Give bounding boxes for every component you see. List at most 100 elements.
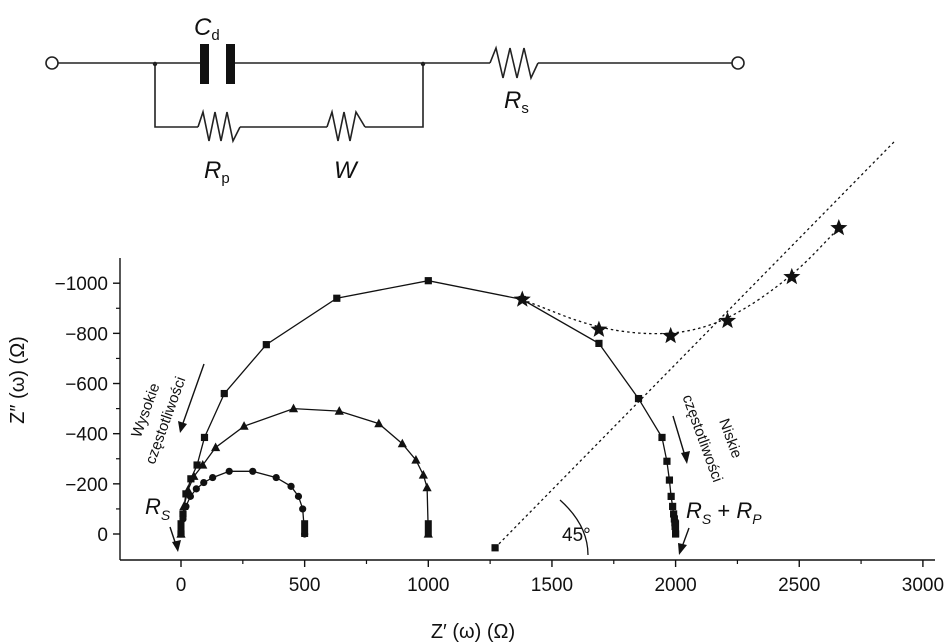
star-marker <box>513 290 531 307</box>
warburg-element <box>326 108 366 142</box>
circle-marker <box>299 505 307 513</box>
x-tick-label: 1000 <box>407 575 449 596</box>
series-line <box>180 407 429 535</box>
triangle-marker <box>334 406 344 415</box>
square-marker <box>193 461 201 469</box>
square-marker <box>424 277 432 285</box>
square-marker <box>658 433 666 442</box>
rs-rp-annotation: RS + RP <box>678 498 762 555</box>
rs-rp-annotation-label: RS + RP <box>686 498 762 527</box>
capacitor-plate-left <box>200 44 209 84</box>
y-tick-label: 0 <box>97 525 108 546</box>
rs-annotation-label: RS <box>145 494 171 523</box>
series-line <box>522 227 840 335</box>
series-1 <box>176 403 433 538</box>
low-freq-line2: częstotliwości <box>679 392 726 484</box>
circle-marker <box>272 473 280 482</box>
rs-intercept-bar <box>177 520 185 537</box>
series-0 <box>177 277 680 538</box>
x-tick-label: 0 <box>176 575 187 596</box>
rs-arrowhead <box>172 540 181 552</box>
square-marker <box>670 510 678 518</box>
x-tick-label: 2000 <box>654 575 696 596</box>
triangle-marker <box>198 460 208 469</box>
square-marker <box>262 341 270 349</box>
x-tick-label: 3000 <box>902 575 944 596</box>
capacitor-plate-right <box>226 44 235 84</box>
angle-label: 45° <box>562 525 591 546</box>
y-tick-label: −600 <box>65 375 108 396</box>
square-marker <box>634 394 643 403</box>
y-tick-label: −1000 <box>55 274 108 295</box>
nyquist-plot: 0 500 1000 1500 2000 2500 3000 0 −200 −400 −600 −8… <box>7 139 944 643</box>
series-3 <box>513 219 848 344</box>
circle-marker <box>294 492 303 500</box>
low-freq-arrow <box>672 415 686 457</box>
rs-rp-arrow <box>681 527 690 548</box>
y-ticks: 0 −200 −400 −600 −800 −1000 <box>55 274 120 546</box>
star-marker <box>719 311 737 329</box>
square-marker <box>333 294 341 302</box>
triangle-marker <box>411 455 421 464</box>
y-tick-label: −800 <box>65 324 108 345</box>
rs-label: Rs <box>504 87 529 117</box>
x-tick-label: 500 <box>289 575 321 596</box>
high-freq-arrow <box>181 363 205 427</box>
x-tick-label: 1500 <box>531 575 573 596</box>
triangle-marker <box>288 403 299 413</box>
series-layer <box>176 139 897 552</box>
series-line <box>180 470 306 535</box>
circle-marker <box>249 467 257 475</box>
circle-marker <box>209 473 217 482</box>
angle-annotation: 45° <box>559 499 591 556</box>
triangle-marker <box>189 471 199 480</box>
low-freq-arrowhead <box>681 451 690 464</box>
low-frequency-annotation: Niskie częstotliwości <box>672 392 745 484</box>
square-marker <box>200 433 209 442</box>
rp-label: Rp <box>204 157 230 187</box>
high-freq-arrowhead <box>178 421 187 433</box>
node-left <box>152 61 158 67</box>
star-marker <box>830 219 848 236</box>
intercept-bar-500 <box>301 520 309 537</box>
rs-annotation: RS <box>145 494 181 552</box>
square-marker <box>663 457 671 465</box>
series-line <box>180 280 677 535</box>
circle-marker <box>287 482 295 490</box>
intercept-bar-1000 <box>424 520 432 537</box>
triangle-marker <box>422 482 432 492</box>
intercept-bar-2000 <box>672 520 680 537</box>
circle-marker <box>186 492 194 500</box>
series-4 <box>491 139 897 552</box>
triangle-marker <box>397 438 407 448</box>
x-axis-label: Z′ (ω) (Ω) <box>431 621 515 643</box>
square-marker <box>670 515 678 523</box>
equivalent-circuit: Cd Rp W Rs <box>45 14 745 187</box>
square-marker <box>665 476 674 484</box>
y-tick-label: −200 <box>65 475 108 496</box>
rs-rp-arrowhead <box>678 543 687 555</box>
star-marker <box>783 267 801 285</box>
triangle-marker <box>374 418 384 428</box>
circle-marker <box>182 502 190 511</box>
square-marker <box>220 389 228 398</box>
circle-marker <box>225 467 233 475</box>
square-marker <box>667 492 675 500</box>
square-marker <box>182 490 190 498</box>
star-marker <box>662 326 680 344</box>
node-right <box>420 61 426 67</box>
x-ticks: 0 500 1000 1500 2000 2500 3000 <box>176 560 944 596</box>
high-frequency-annotation: Wysokie częstotliwości <box>128 363 205 466</box>
resistor-rp <box>197 108 241 144</box>
lower-branch-wire <box>154 63 424 128</box>
square-marker <box>669 502 677 511</box>
right-terminal <box>731 56 745 70</box>
square-marker <box>595 339 603 347</box>
angle-arc <box>559 499 589 556</box>
low-freq-line1: Niskie <box>715 416 745 460</box>
y-axis-label: Z″ (ω) (Ω) <box>7 336 29 424</box>
capacitor-label: Cd <box>194 14 220 44</box>
series-line <box>494 139 897 549</box>
